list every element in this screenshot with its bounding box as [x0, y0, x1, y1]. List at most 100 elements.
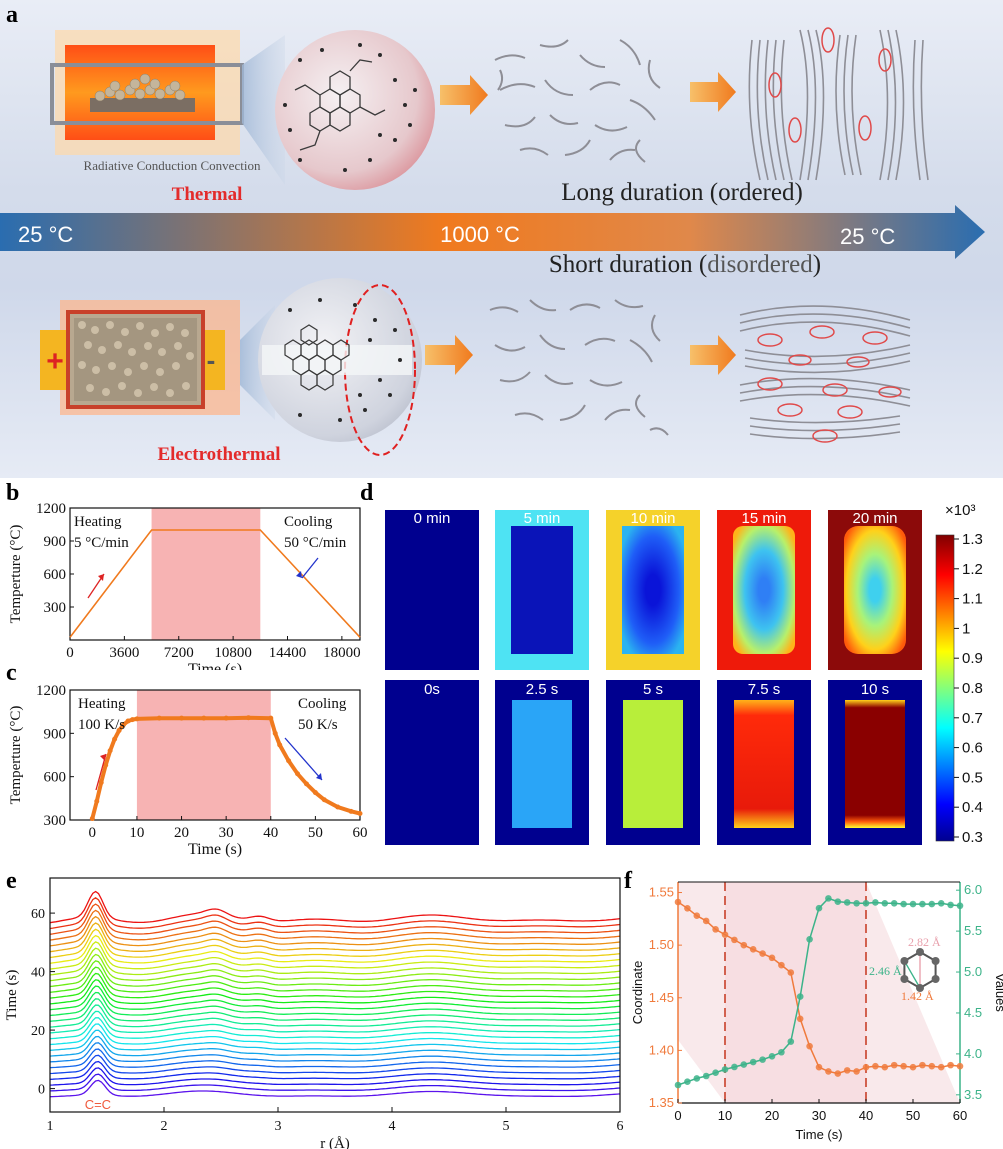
- annotation-heating-rate: 100 K/s: [78, 717, 125, 733]
- x-axis-label: Time (s): [188, 661, 242, 670]
- annotation-cooling-rate: 50 °C/min: [284, 535, 347, 551]
- annotation-cooling-rate: 50 K/s: [298, 717, 338, 733]
- y-tick-label: 20: [31, 1024, 45, 1039]
- x-tick-label: 10: [718, 1108, 732, 1123]
- temperature-point: [277, 742, 283, 748]
- y-axis-label: Temperture (°C): [8, 706, 24, 805]
- y-tick-label: 40: [31, 966, 45, 981]
- panel-letter-a: a: [6, 2, 18, 28]
- series-point-values: [862, 899, 870, 907]
- thermal-label: Thermal: [172, 184, 243, 205]
- temp-end: 25 °C: [840, 224, 895, 249]
- y-tick-label: 1200: [36, 501, 66, 517]
- temperature-point: [245, 715, 251, 721]
- series-point-coordinate: [768, 954, 776, 962]
- heatmap-label: 7.5 s: [748, 681, 781, 698]
- series-point-values: [796, 993, 804, 1000]
- x-tick-label: 10: [129, 825, 144, 841]
- series-point-coordinate: [909, 1063, 917, 1071]
- series-point-coordinate: [740, 941, 748, 949]
- colorbar-tick-label: 0.4: [962, 799, 983, 816]
- rdf-series-line: [49, 1079, 621, 1098]
- rdf-series-line: [49, 1017, 621, 1040]
- temperature-point: [179, 715, 185, 721]
- annotation-cooling: Cooling: [298, 696, 347, 712]
- rdf-series-line: [49, 947, 621, 976]
- temperature-point: [272, 730, 278, 736]
- rdf-series-line: [49, 1048, 621, 1069]
- rdf-series-line: [49, 1004, 621, 1028]
- series-point-coordinate: [890, 1061, 898, 1069]
- temperature-point: [116, 727, 122, 733]
- series-point-coordinate: [806, 1042, 813, 1050]
- panel-a-illustration: Radiative Conduction Convection Thermal …: [0, 27, 985, 465]
- series-point-values: [731, 1063, 738, 1071]
- series-point-coordinate: [834, 1070, 842, 1077]
- dots-electro: [288, 298, 402, 422]
- temperature-point: [357, 811, 363, 816]
- colorbar-tick-label: 1.2: [962, 561, 983, 578]
- rdf-series-line: [49, 1060, 621, 1080]
- x-axis-label: Time (s): [188, 841, 242, 858]
- cooling-arrowhead: [296, 571, 302, 578]
- temperature-point: [94, 798, 100, 804]
- series-point-coordinate: [815, 1063, 823, 1071]
- x-tick-label: 14400: [269, 645, 307, 661]
- top-caption: Radiative Conduction Convection: [84, 158, 261, 173]
- temperature-arrow: [0, 205, 985, 259]
- left-tick-label: 1.55: [649, 885, 674, 900]
- colorbar-tick-label: 0.7: [962, 710, 983, 727]
- rdf-series-line: [49, 1035, 621, 1057]
- short-duration-label: Short duration (disordered): [549, 251, 821, 278]
- right-tick-label: 3.5: [964, 1087, 982, 1102]
- rdf-series-line: [49, 928, 621, 959]
- temp-start: 25 °C: [18, 222, 73, 247]
- series-point-values: [853, 899, 860, 907]
- series-point-coordinate: [684, 905, 691, 912]
- arrow-right-2: [690, 72, 736, 112]
- left-tick-label: 1.45: [649, 990, 674, 1005]
- rdf-series-line: [49, 909, 621, 941]
- left-tick-label: 1.35: [649, 1095, 674, 1110]
- y-tick-label: 0: [38, 1083, 45, 1098]
- panel-letter-e: e: [6, 868, 17, 894]
- rdf-series-line: [49, 1010, 621, 1034]
- x-tick-label: 7200: [164, 645, 194, 661]
- rdf-series-line: [49, 966, 621, 993]
- series-point-coordinate: [731, 936, 738, 944]
- rdf-series-line: [49, 890, 621, 924]
- series-point-values: [778, 1048, 785, 1056]
- short-duration-word: disordered: [707, 251, 813, 278]
- rdf-series-line: [49, 972, 621, 999]
- x-tick-label: 20: [765, 1108, 779, 1123]
- temperature-point: [201, 715, 207, 721]
- cooling-arrow: [301, 557, 319, 579]
- temperature-point: [286, 758, 292, 764]
- temperature-point: [121, 722, 127, 728]
- series-point-coordinate: [759, 950, 766, 957]
- right-tick-label: 5.0: [964, 964, 982, 979]
- heatmap-0s: [385, 680, 479, 845]
- series-point-values: [937, 899, 945, 907]
- y-tick-label: 60: [31, 907, 45, 922]
- heatmap-label: 20 min: [852, 510, 897, 527]
- colorbar: [935, 534, 955, 842]
- series-point-values: [787, 1038, 795, 1045]
- rdf-series-line: [49, 979, 621, 1005]
- temperature-point: [125, 718, 131, 724]
- colorbar-tick-label: 0.3: [962, 829, 983, 846]
- x-tick-label: 6: [617, 1119, 624, 1134]
- series-point-coordinate: [712, 926, 719, 933]
- series-point-coordinate: [881, 1063, 889, 1071]
- heatmap-row-2: [385, 680, 922, 845]
- panel-letter-d: d: [360, 480, 374, 506]
- rdf-series-line: [49, 1042, 621, 1063]
- series-point-coordinate: [937, 1063, 945, 1071]
- series-point-values: [825, 895, 832, 902]
- electrothermal-device: [40, 278, 422, 456]
- series-point-values: [674, 1081, 682, 1089]
- temperature-point: [303, 781, 309, 787]
- x-tick-label: 20: [174, 825, 189, 841]
- ordered-top-ellipses: [768, 27, 892, 143]
- right-tick-label: 6.0: [964, 882, 982, 897]
